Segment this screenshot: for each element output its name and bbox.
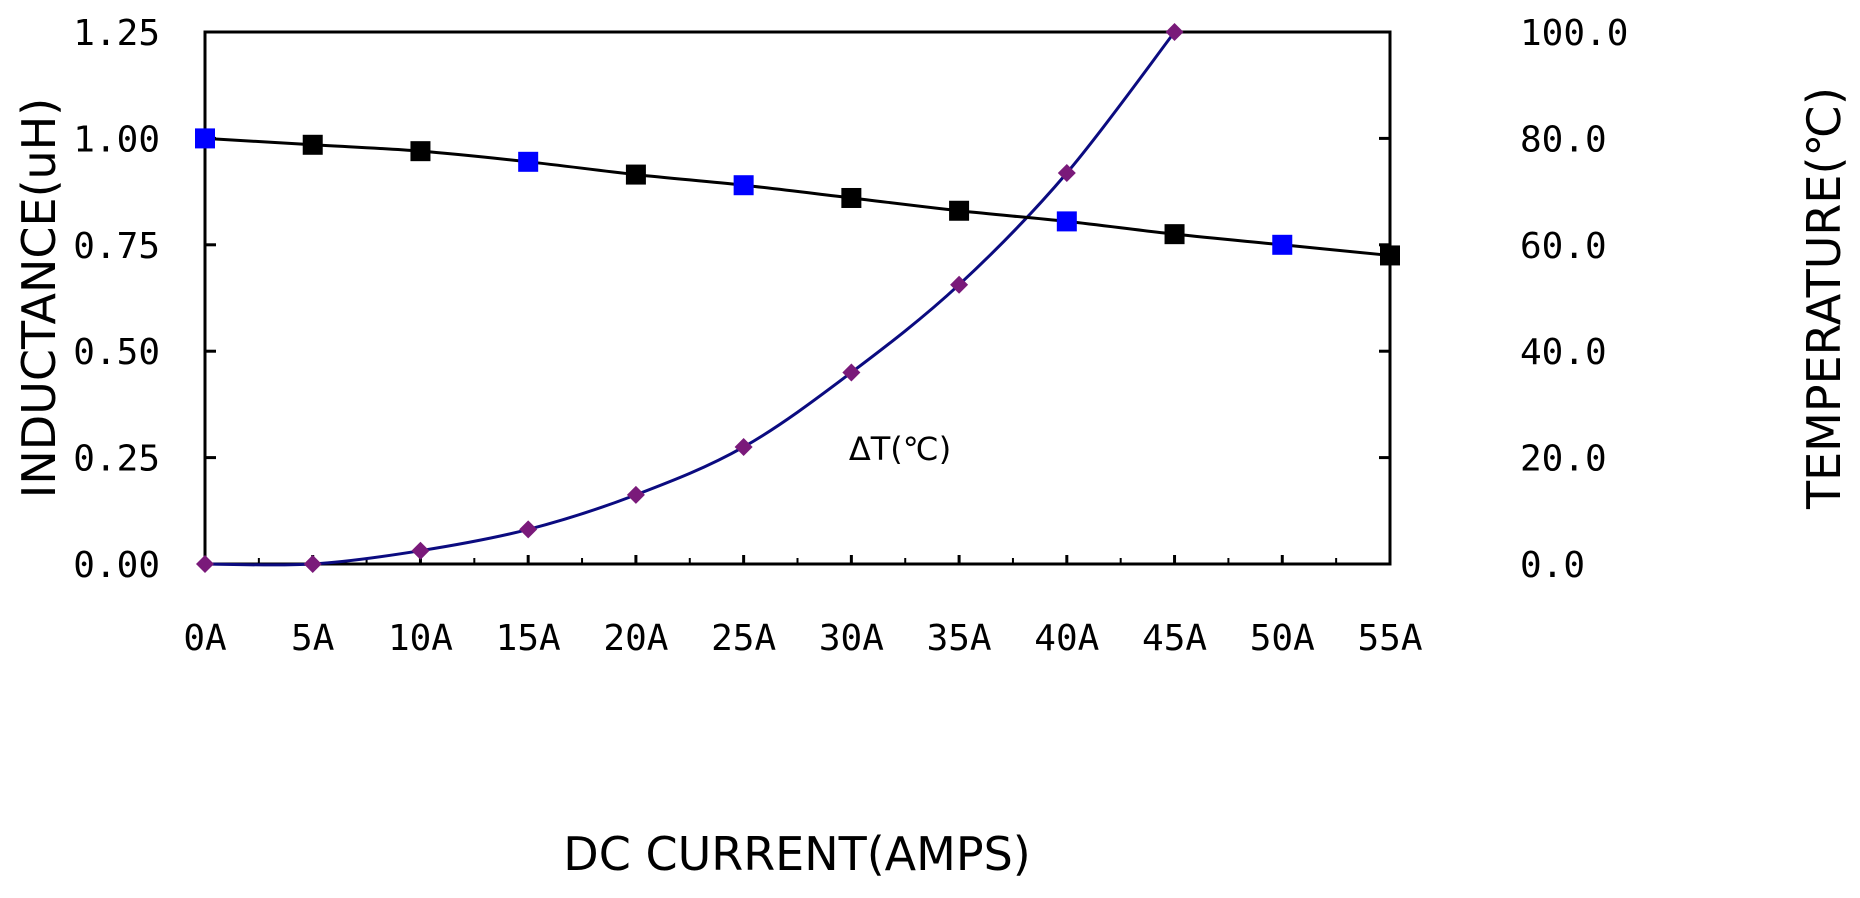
right-axis-ticks: 0.0 20.0 40.0 60.0 80.0 100.0 xyxy=(1379,13,1628,586)
plot-area-border xyxy=(203,30,1392,566)
temperature-point xyxy=(842,363,861,382)
inductance-point xyxy=(1272,234,1293,255)
temperature-point xyxy=(1057,163,1076,182)
inductance-point xyxy=(410,141,431,162)
delta-t-annotation: ΔT(℃) xyxy=(849,430,951,468)
temperature-point xyxy=(734,437,753,456)
x-axis-ticks: 0A 5A 10A 15A 20A 25A 30A 35A 40A 45A 50A 55A xyxy=(183,555,1423,659)
x-tick-label: 45A xyxy=(1142,618,1207,659)
left-tick-label: 0.00 xyxy=(73,545,160,586)
x-tick-label: 5A xyxy=(291,618,335,659)
left-tick-label: 1.00 xyxy=(73,119,160,160)
inductance-line xyxy=(204,136,1391,257)
x-tick-label: 30A xyxy=(819,618,884,659)
inductance-point xyxy=(949,200,970,221)
right-axis-title: TEMPERATURE(℃) xyxy=(1797,87,1851,510)
x-tick-label: 20A xyxy=(603,618,668,659)
inductance-point xyxy=(302,134,323,155)
right-tick-label: 60.0 xyxy=(1520,226,1607,267)
temperature-point xyxy=(1165,23,1184,41)
right-tick-label: 0.0 xyxy=(1520,545,1585,586)
inductance-point xyxy=(518,151,539,172)
inductance-point xyxy=(733,175,754,196)
temperature-point xyxy=(303,555,322,573)
x-tick-label: 0A xyxy=(183,618,227,659)
left-tick-label: 0.75 xyxy=(73,226,160,267)
plot-frame xyxy=(203,30,1392,566)
temperature-line xyxy=(204,31,1176,567)
inductance-point xyxy=(625,164,646,185)
x-tick-label: 15A xyxy=(496,618,561,659)
x-tick-label: 50A xyxy=(1250,618,1315,659)
left-axis-title: INDUCTANCE(uH) xyxy=(12,98,66,498)
right-tick-label: 80.0 xyxy=(1520,119,1607,160)
x-tick-label: 55A xyxy=(1357,618,1422,659)
x-tick-label: 25A xyxy=(711,618,776,659)
right-tick-label: 100.0 xyxy=(1520,13,1628,54)
temperature-point xyxy=(626,485,645,504)
right-tick-label: 20.0 xyxy=(1520,439,1607,480)
x-tick-label: 35A xyxy=(927,618,992,659)
series-layer xyxy=(195,23,1400,573)
x-axis-title: DC CURRENT(AMPS) xyxy=(563,827,1030,881)
inductance-point xyxy=(841,187,862,208)
temperature-point xyxy=(950,275,969,294)
left-tick-label: 1.25 xyxy=(73,13,160,54)
left-tick-label: 0.25 xyxy=(73,439,160,480)
inductance-point xyxy=(1164,224,1185,245)
inductance-point xyxy=(1056,211,1077,232)
inductance-point xyxy=(195,128,215,149)
temperature-point xyxy=(196,555,214,573)
right-tick-label: 40.0 xyxy=(1520,332,1607,373)
left-axis-ticks: 0.00 0.25 0.50 0.75 1.00 1.25 xyxy=(73,13,216,586)
temperature-point xyxy=(411,541,430,560)
left-tick-label: 0.50 xyxy=(73,332,160,373)
temperature-point xyxy=(519,520,538,539)
x-tick-label: 10A xyxy=(388,618,453,659)
x-tick-label: 40A xyxy=(1034,618,1099,659)
inductance-point xyxy=(1380,245,1400,266)
